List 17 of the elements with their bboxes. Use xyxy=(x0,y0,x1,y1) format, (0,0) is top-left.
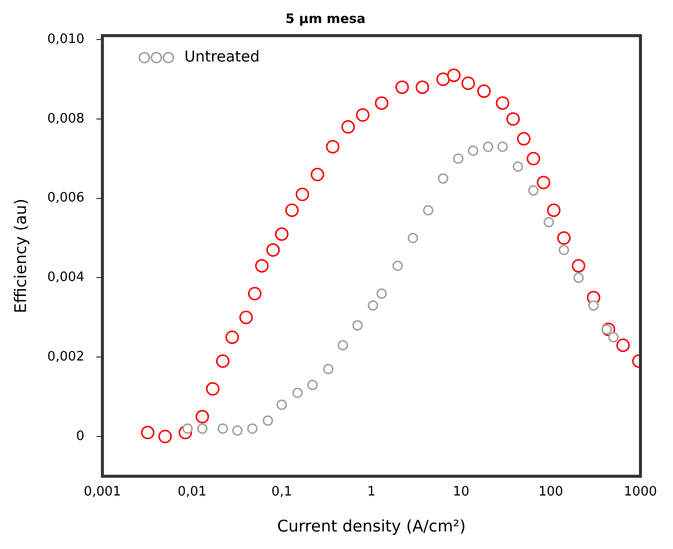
x-tick-label: 0,01 xyxy=(178,484,207,500)
y-tick-label: 0,004 xyxy=(47,270,84,286)
legend-label: Untreated xyxy=(184,47,260,66)
x-tick-label: 100 xyxy=(538,484,564,500)
y-tick-label: 0,002 xyxy=(47,349,84,364)
y-tick-label: 0,006 xyxy=(47,190,84,206)
x-tick-label: 1 xyxy=(367,484,376,500)
x-tick-label: 0,001 xyxy=(84,484,122,500)
x-tick-label: 0,1 xyxy=(271,484,292,500)
x-tick-label: 1000 xyxy=(624,484,658,500)
x-axis-title: Current density (A/cm²) xyxy=(277,516,466,536)
y-tick-label: 0 xyxy=(76,428,84,444)
y-axis-title: Efficiency (au) xyxy=(10,198,30,314)
chart-title: 5 µm mesa xyxy=(285,12,366,28)
x-tick-label: 10 xyxy=(452,484,470,500)
y-tick-label: 0,008 xyxy=(47,111,84,126)
y-tick-label: 0,010 xyxy=(47,32,84,47)
